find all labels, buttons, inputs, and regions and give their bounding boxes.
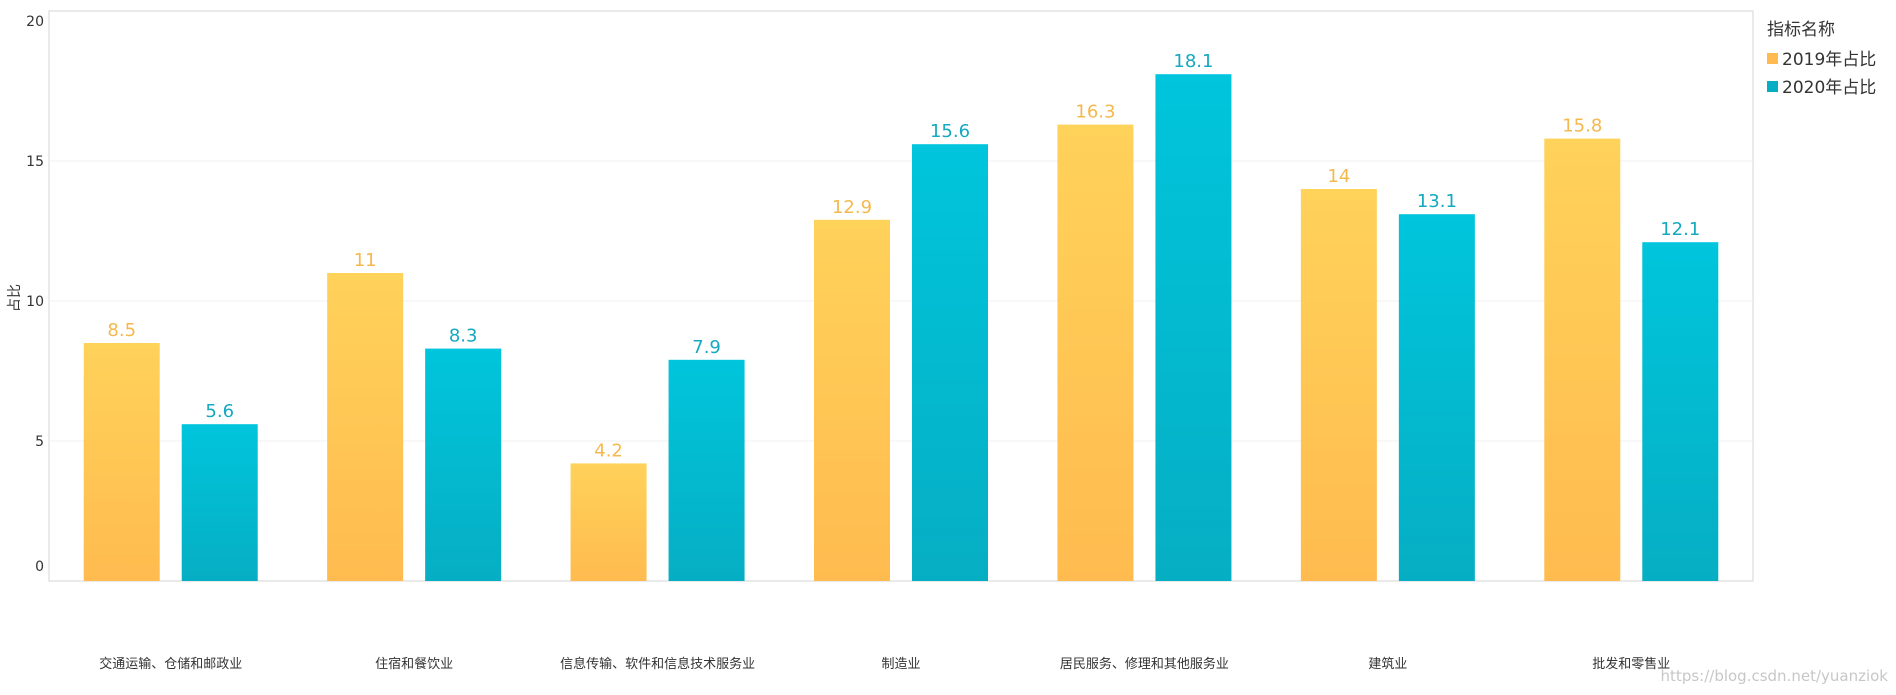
legend-swatch-2019 xyxy=(1767,53,1778,64)
bar-2020 xyxy=(425,348,502,581)
y-tick-label: 5 xyxy=(35,434,44,450)
bar-value-label: 4.2 xyxy=(594,440,623,461)
bar-2020 xyxy=(1155,74,1232,581)
x-category-label: 住宿和餐饮业 xyxy=(375,656,453,672)
bar-value-label: 12.1 xyxy=(1660,219,1700,240)
watermark: https://blog.csdn.net/yuanziok xyxy=(1661,667,1889,685)
bar-value-label: 13.1 xyxy=(1417,191,1457,212)
bar-value-label: 7.9 xyxy=(692,337,721,358)
bar-value-label: 11 xyxy=(354,250,377,271)
plot-frame xyxy=(48,10,1754,582)
bar-2019 xyxy=(570,463,647,581)
bar-value-label: 18.1 xyxy=(1173,51,1213,72)
bar-2019 xyxy=(83,343,160,581)
legend-label-2020: 2020年占比 xyxy=(1782,78,1876,98)
y-tick-label: 15 xyxy=(26,154,44,170)
bar-value-label: 15.6 xyxy=(930,121,970,142)
x-category-label: 交通运输、仓储和邮政业 xyxy=(99,656,242,672)
bar-value-label: 16.3 xyxy=(1075,102,1115,123)
bar-value-label: 5.6 xyxy=(205,401,234,422)
bar-2020 xyxy=(1398,214,1475,581)
x-axis-categories: 交通运输、仓储和邮政业 住宿和餐饮业 信息传输、软件和信息技术服务业 制造业 居民服务、… xyxy=(99,656,1670,672)
legend-swatch-2020 xyxy=(1767,81,1778,92)
legend-label-2019: 2019年占比 xyxy=(1782,50,1876,70)
bar-2020 xyxy=(912,144,988,581)
x-category-label: 批发和零售业 xyxy=(1592,656,1670,672)
bar-2020 xyxy=(181,424,258,581)
bar-2019 xyxy=(814,219,890,582)
bar-value-label: 8.5 xyxy=(107,320,136,341)
x-category-label: 居民服务、修理和其他服务业 xyxy=(1060,656,1229,672)
bar-2019 xyxy=(327,273,404,581)
gridlines xyxy=(49,160,1753,442)
y-tick-label: 10 xyxy=(26,294,44,310)
x-category-label: 制造业 xyxy=(881,657,920,672)
bars xyxy=(83,74,1719,582)
bar-value-label: 14 xyxy=(1327,166,1350,187)
y-tick-label: 0 xyxy=(35,559,44,575)
bar-2020 xyxy=(1642,242,1719,581)
bar-value-label: 12.9 xyxy=(832,197,872,218)
bar-value-label: 8.3 xyxy=(449,326,478,347)
x-category-label: 信息传输、软件和信息技术服务业 xyxy=(560,656,755,672)
y-axis-ticks: 0 5 10 15 20 xyxy=(26,14,44,575)
bar-2019 xyxy=(1057,124,1134,581)
bar-2019 xyxy=(1544,138,1621,581)
y-tick-label: 20 xyxy=(26,14,44,30)
legend: 指标名称 2019年占比 2020年占比 xyxy=(1767,20,1876,98)
value-labels: 8.5 5.6 11 8.3 4.2 7.9 12.9 15.6 16.3 18.1 14 13.1 1… xyxy=(107,51,1700,461)
y-axis-label: 占比 xyxy=(7,284,23,312)
x-category-label: 建筑业 xyxy=(1368,656,1407,672)
bar-2019 xyxy=(1300,189,1377,581)
bar-2020 xyxy=(668,359,745,581)
legend-title: 指标名称 xyxy=(1767,20,1835,40)
bar-value-label: 15.8 xyxy=(1562,116,1602,137)
